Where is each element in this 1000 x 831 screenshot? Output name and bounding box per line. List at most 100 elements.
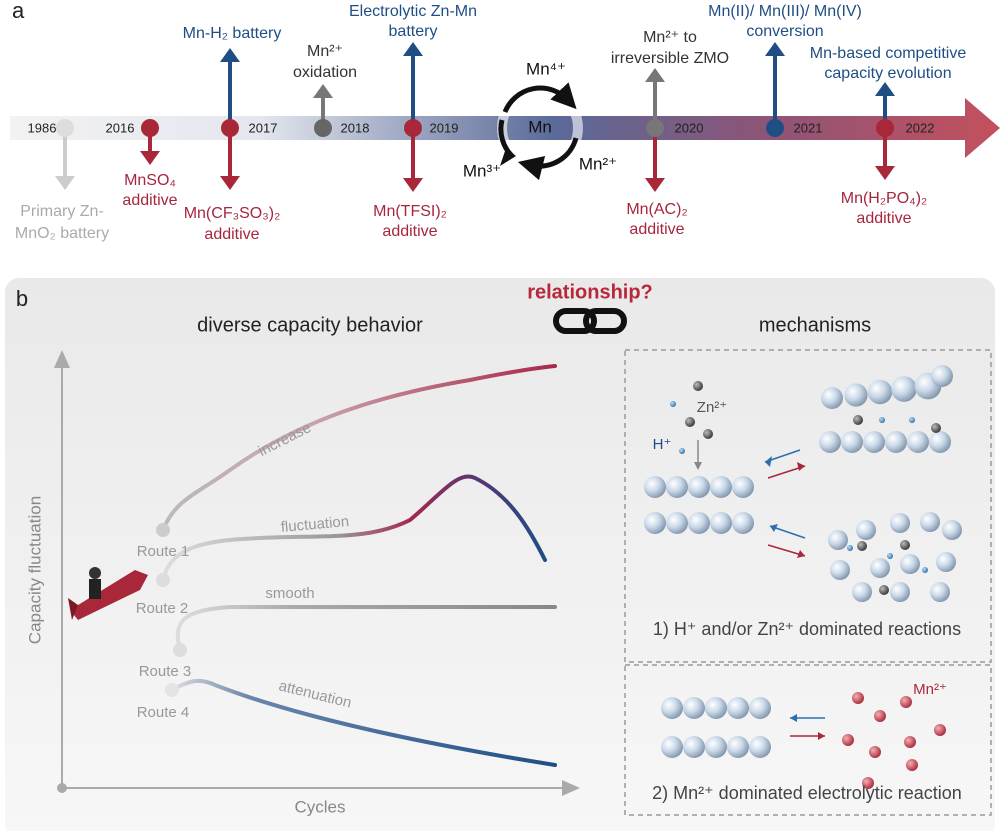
mechanism-box — [624, 349, 992, 663]
sphere — [670, 401, 676, 407]
sphere — [727, 736, 749, 758]
panel-label: b — [16, 286, 28, 311]
timeline-labels: 1986 2016 2017 2018 2019 2020 2021 2022 … — [15, 3, 966, 243]
sphere — [929, 431, 951, 453]
sphere — [727, 697, 749, 719]
cycle-label: Mn³⁺ — [463, 161, 501, 180]
sphere — [683, 736, 705, 758]
route-label: Route 4 — [137, 704, 190, 721]
sphere — [853, 415, 863, 425]
event-label: battery — [389, 23, 438, 40]
sphere — [661, 697, 683, 719]
sphere — [931, 365, 953, 387]
sphere — [842, 734, 854, 746]
sphere — [862, 777, 874, 789]
sphere — [890, 513, 910, 533]
event-label: Primary Zn- — [20, 203, 104, 220]
cycle-label: Mn⁴⁺ — [526, 59, 566, 78]
arrow-head — [875, 82, 895, 96]
sphere — [844, 383, 868, 407]
sphere — [879, 585, 889, 595]
axes — [54, 350, 580, 796]
sphere — [930, 582, 950, 602]
timeline-dot — [766, 119, 784, 137]
route-label: Route 2 — [136, 600, 189, 617]
sphere — [661, 736, 683, 758]
sphere — [856, 520, 876, 540]
event-label: oxidation — [293, 64, 357, 81]
sphere — [867, 379, 893, 405]
arrow-head — [220, 176, 240, 190]
event-label: additive — [382, 223, 437, 240]
reaction-arrow-head — [797, 462, 805, 471]
sphere — [931, 423, 941, 433]
sphere — [904, 736, 916, 748]
reaction-arrow-head — [797, 550, 805, 558]
mechanism-caption: 1) H⁺ and/or Zn²⁺ dominated reactions — [653, 619, 961, 639]
sphere — [819, 431, 841, 453]
sphere — [749, 736, 771, 758]
sphere — [732, 512, 754, 534]
event-label: Mn(H₂PO₄)₂ — [841, 190, 928, 207]
sphere — [644, 512, 666, 534]
sphere — [852, 582, 872, 602]
curve-label: smooth — [265, 585, 314, 602]
sphere — [685, 417, 695, 427]
year: 2022 — [906, 120, 935, 135]
capacity-curves — [156, 364, 557, 767]
sphere — [907, 431, 929, 453]
timeline-dot — [876, 119, 894, 137]
sphere — [942, 520, 962, 540]
sphere — [821, 387, 843, 409]
cycle-label: Mn²⁺ — [579, 154, 617, 173]
reaction-arrow-head — [770, 524, 778, 532]
event-label: Mn(CF₃SO₃)₂ — [184, 205, 281, 222]
event-label: Mn-based competitive — [810, 45, 967, 62]
timeline-dot — [56, 119, 74, 137]
reaction-arrow-head — [818, 732, 825, 740]
sphere — [909, 417, 915, 423]
arrow-head — [313, 84, 333, 98]
ion-label: H⁺ — [653, 436, 672, 453]
route-label: Route 1 — [137, 543, 190, 560]
sphere — [688, 476, 710, 498]
cycle-label: Mn — [528, 117, 552, 136]
relationship-label: relationship? — [527, 281, 653, 303]
event-label: Mn-H₂ battery — [183, 25, 282, 42]
spheres — [644, 365, 962, 789]
year: 2018 — [341, 120, 370, 135]
y-axis-label: Capacity fluctuation — [25, 496, 44, 644]
sphere — [710, 476, 732, 498]
event-label: MnSO₄ — [124, 172, 176, 189]
mechanism-caption: 2) Mn²⁺ dominated electrolytic reaction — [652, 783, 962, 803]
event-label: Mn(AC)₂ — [626, 201, 687, 218]
chain-icon — [553, 308, 627, 334]
sphere — [749, 697, 771, 719]
timeline-dot — [221, 119, 239, 137]
arrow-head — [403, 178, 423, 192]
reaction-arrow-head — [790, 714, 797, 722]
reaction-arrow-head — [765, 456, 772, 467]
sphere — [703, 429, 713, 439]
sphere — [732, 476, 754, 498]
timeline-dot — [141, 119, 159, 137]
sphere — [887, 553, 893, 559]
event-label: Mn²⁺ to — [643, 29, 697, 46]
sphere — [852, 692, 864, 704]
timeline-dot — [646, 119, 664, 137]
sphere — [644, 476, 666, 498]
sphere — [666, 476, 688, 498]
sphere — [874, 710, 886, 722]
section-title: mechanisms — [759, 314, 871, 336]
sphere — [869, 746, 881, 758]
event-label: additive — [629, 221, 684, 238]
year: 2020 — [675, 120, 704, 135]
sphere — [828, 530, 848, 550]
arrow-head — [875, 166, 895, 180]
sphere — [863, 431, 885, 453]
arrow-head — [403, 42, 423, 56]
year: 1986 — [28, 120, 57, 135]
event-label: additive — [204, 226, 259, 243]
x-axis-label: Cycles — [294, 797, 345, 816]
